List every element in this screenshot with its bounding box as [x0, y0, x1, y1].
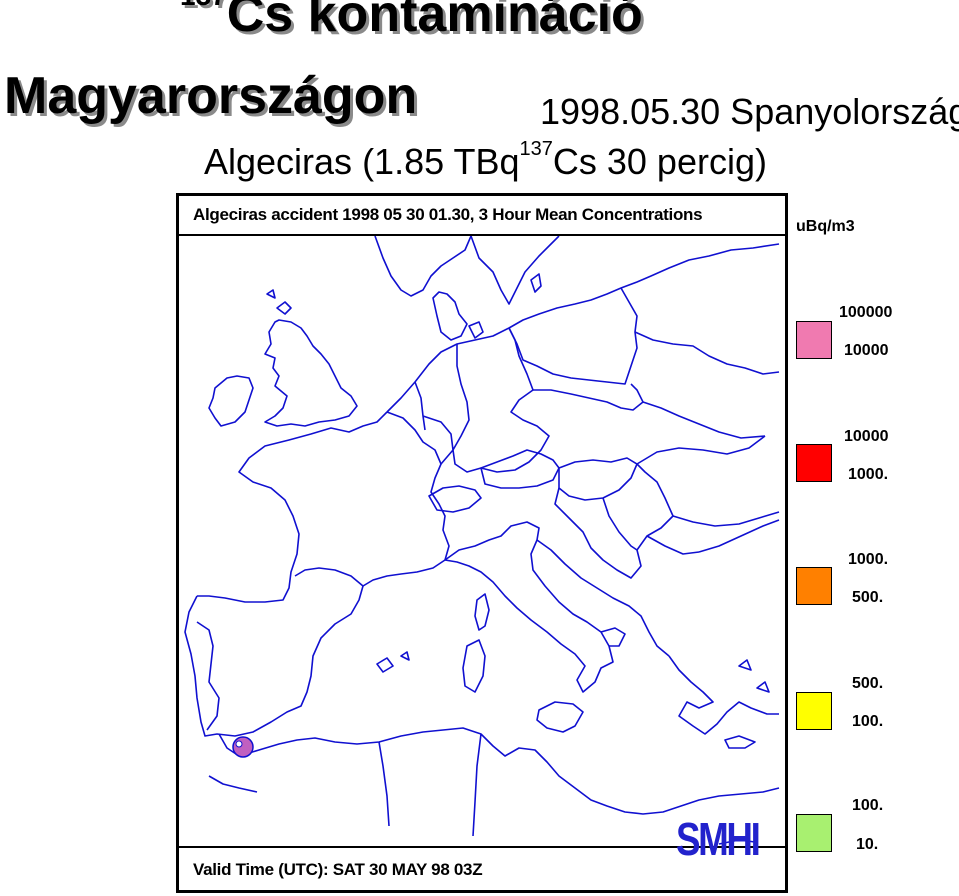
black-sea-coast [698, 519, 780, 553]
balearic-islands [376, 651, 410, 673]
france-west-coast [197, 411, 388, 603]
iberia-coast [184, 567, 364, 737]
legend-swatch-pink [796, 321, 832, 359]
title-line-1: 137Cs kontamináció [180, 0, 643, 40]
benelux-border [414, 381, 454, 465]
spain-portugal-border [196, 621, 220, 731]
poland-border [508, 287, 638, 385]
title-line-1-text: Cs kontamináció [226, 0, 643, 43]
legend-swatch-yellow [796, 692, 832, 730]
legend-low-3: 500. [852, 589, 884, 606]
aegean-islands [724, 659, 770, 749]
scandinavia-coast [374, 236, 472, 297]
legend-high-2: 10000 [844, 428, 889, 445]
europe-map [184, 236, 780, 845]
map-header: Algeciras accident 1998 05 30 01.30, 3 H… [179, 196, 785, 236]
cyprus-crete [718, 839, 756, 845]
hungary-border [558, 457, 638, 501]
map-panel: Algeciras accident 1998 05 30 01.30, 3 H… [176, 193, 788, 893]
subtitle-line-2-post: Cs 30 percig) [552, 141, 767, 182]
switzerland-border [428, 485, 482, 513]
subtitle-line-2-pre: Algeciras (1.85 TBq [204, 141, 520, 182]
scotland-islands [266, 289, 292, 315]
corsica [474, 593, 490, 631]
subtitle-line-1: 1998.05.30 Spanyolország, [540, 91, 959, 132]
title-line-2: Magyarországon [4, 67, 418, 125]
map-header-text: Algeciras accident 1998 05 30 01.30, 3 H… [193, 205, 703, 224]
legend-high-5: 100. [852, 797, 884, 814]
ireland-coast [208, 375, 254, 427]
italy-heel [600, 627, 626, 647]
legend-unit: uBq/m3 [796, 218, 855, 235]
morocco-algeria-border [208, 733, 482, 837]
smhi-logo: SMHI [676, 813, 761, 865]
legend-low-2: 1000. [848, 466, 889, 483]
north-africa-coast [238, 727, 780, 815]
balkan-borders [554, 463, 700, 579]
great-britain-coast [264, 319, 358, 427]
legend-low-5: 10. [856, 836, 879, 853]
greece-coast [668, 655, 779, 735]
legend-low-1: 10000 [844, 342, 889, 359]
sardinia [462, 639, 486, 693]
legend-high-4: 500. [852, 675, 884, 692]
adriatic-east-coast [536, 539, 670, 657]
legend-swatch-orange [796, 567, 832, 605]
subtitle-line-2: Algeciras (1.85 TBq137Cs 30 percig) [204, 139, 767, 182]
title-isotope-mass: 137 [180, 0, 227, 11]
austria-border [480, 449, 560, 489]
north-sea-coast [386, 243, 780, 413]
legend-high-1: 100000 [839, 304, 893, 321]
czech-slovak-border [533, 383, 644, 411]
eastern-borders [634, 331, 780, 439]
legend-low-4: 100. [852, 713, 884, 730]
sicily [536, 701, 584, 733]
france-east-border [362, 411, 450, 587]
map-footer: Valid Time (UTC): SAT 30 MAY 98 03Z [179, 846, 785, 890]
denmark-coast [432, 291, 484, 341]
legend-swatch-green [796, 814, 832, 852]
legend-high-3: 1000. [848, 551, 889, 568]
romania-border [636, 435, 780, 527]
sweden-coast [470, 236, 560, 305]
contamination-marker [232, 736, 254, 758]
italy-coast [444, 521, 614, 693]
legend-swatch-red [796, 444, 832, 482]
valid-time-text: Valid Time (UTC): SAT 30 MAY 98 03Z [193, 860, 483, 879]
gotland [530, 273, 542, 293]
subtitle-isotope-mass: 137 [519, 138, 553, 160]
germany-border [452, 327, 550, 473]
